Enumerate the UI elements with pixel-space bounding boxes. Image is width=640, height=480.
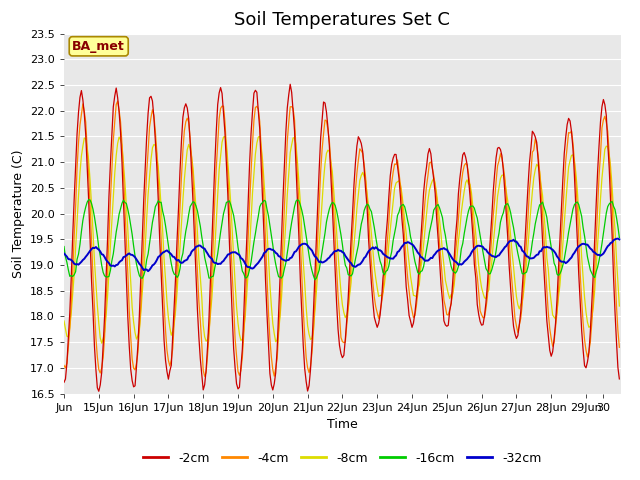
Legend: -2cm, -4cm, -8cm, -16cm, -32cm: -2cm, -4cm, -8cm, -16cm, -32cm	[138, 447, 547, 469]
Y-axis label: Soil Temperature (C): Soil Temperature (C)	[12, 149, 24, 278]
X-axis label: Time: Time	[327, 418, 358, 431]
Title: Soil Temperatures Set C: Soil Temperatures Set C	[234, 11, 451, 29]
Text: BA_met: BA_met	[72, 40, 125, 53]
